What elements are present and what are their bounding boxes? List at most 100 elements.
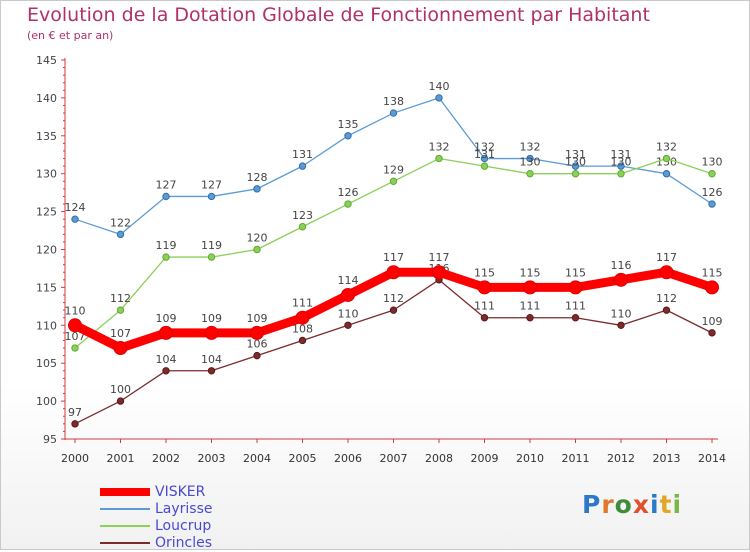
data-point-layrisse (71, 215, 79, 223)
logo-letter: o (614, 490, 633, 519)
data-label-orincles: 112 (383, 292, 404, 305)
data-label-layrisse: 132 (474, 141, 495, 154)
data-label-layrisse: 132 (520, 141, 541, 154)
data-label-layrisse: 131 (565, 148, 586, 161)
data-point-orincles (708, 329, 716, 337)
data-label-loucrup: 130 (520, 156, 541, 169)
y-tick-label: 145 (36, 54, 57, 67)
x-tick-label: 2005 (289, 452, 317, 465)
data-label-loucrup: 112 (110, 292, 131, 305)
data-label-layrisse: 135 (338, 118, 359, 131)
data-label-layrisse: 122 (110, 216, 131, 229)
x-tick-label: 2008 (425, 452, 453, 465)
data-label-orincles: 111 (474, 300, 495, 313)
x-tick-label: 2009 (471, 452, 499, 465)
data-point-loucrup (571, 170, 580, 178)
data-point-loucrup (708, 170, 716, 178)
data-point-orincles (71, 420, 79, 428)
data-point-orincles (253, 351, 261, 360)
data-label-loucrup: 126 (338, 186, 359, 199)
data-point-layrisse (162, 192, 170, 201)
data-point-loucrup (162, 253, 170, 261)
data-label-visker: 114 (338, 274, 359, 287)
data-label-loucrup: 132 (656, 141, 677, 154)
legend-label-layrisse: Layrisse (155, 501, 213, 517)
data-label-visker: 110 (65, 304, 86, 317)
data-label-visker: 117 (656, 251, 677, 264)
data-label-orincles: 106 (247, 338, 268, 351)
data-point-orincles (571, 314, 580, 322)
x-tick-label: 2001 (107, 452, 135, 465)
data-point-visker (159, 325, 173, 340)
data-label-visker: 117 (429, 251, 450, 264)
y-tick-label: 105 (36, 357, 57, 370)
data-point-loucrup (298, 223, 307, 231)
logo-letter: P (582, 490, 602, 519)
data-label-layrisse: 140 (429, 80, 450, 93)
proxiti-logo: Proxiti (582, 490, 682, 519)
data-point-orincles (662, 306, 671, 314)
data-point-loucrup (662, 154, 671, 163)
data-label-loucrup: 123 (292, 209, 313, 222)
x-tick-label: 2014 (698, 452, 726, 465)
data-point-orincles (298, 336, 307, 345)
data-point-loucrup (207, 253, 216, 261)
data-label-visker: 107 (110, 327, 131, 340)
y-tick-label: 140 (36, 92, 57, 105)
data-point-visker (250, 325, 264, 340)
x-tick-label: 2004 (243, 452, 271, 465)
data-point-loucrup (526, 170, 534, 178)
data-label-loucrup: 107 (65, 330, 86, 343)
legend-swatch-layrisse (100, 508, 150, 510)
data-label-loucrup: 130 (611, 156, 632, 169)
logo-letter: t (659, 490, 673, 519)
data-point-layrisse (389, 109, 398, 117)
data-point-visker (386, 265, 401, 280)
y-tick-label: 125 (36, 206, 57, 219)
data-label-orincles: 111 (565, 300, 586, 313)
legend-label-orincles: Orincles (155, 535, 213, 551)
data-point-visker (432, 265, 446, 280)
data-point-orincles (480, 314, 489, 322)
data-point-layrisse (617, 162, 625, 170)
data-point-layrisse (708, 200, 716, 208)
x-tick-label: 2002 (152, 452, 180, 465)
data-point-layrisse (435, 94, 443, 102)
data-label-layrisse: 127 (201, 178, 222, 191)
legend-swatch-loucrup (100, 525, 150, 527)
data-label-loucrup: 130 (565, 156, 586, 169)
data-label-layrisse: 131 (611, 148, 632, 161)
data-point-layrisse (298, 162, 307, 170)
data-label-loucrup: 130 (702, 156, 723, 169)
data-label-loucrup: 120 (247, 232, 268, 245)
x-tick-label: 2011 (562, 452, 590, 465)
data-label-layrisse: 124 (65, 201, 86, 214)
logo-letter: i (650, 490, 660, 519)
data-label-orincles: 108 (292, 322, 313, 335)
legend-swatch-visker (100, 488, 150, 496)
data-label-loucrup: 132 (429, 141, 450, 154)
data-label-visker: 116 (611, 259, 632, 272)
data-point-orincles (344, 321, 352, 329)
data-point-orincles (526, 314, 534, 322)
data-label-loucrup: 119 (201, 239, 222, 252)
data-point-visker (659, 265, 674, 280)
x-tick-label: 2010 (516, 452, 544, 465)
data-point-visker (523, 280, 537, 295)
logo-letter: i (672, 490, 683, 519)
data-point-orincles (162, 367, 170, 375)
data-label-visker: 109 (201, 312, 222, 325)
y-tick-label: 135 (36, 130, 57, 143)
data-label-layrisse: 138 (383, 95, 404, 108)
data-point-visker (68, 318, 82, 333)
data-point-visker (568, 280, 583, 295)
data-point-loucrup (344, 200, 352, 208)
data-label-visker: 109 (247, 312, 268, 325)
data-label-orincles: 100 (110, 383, 131, 396)
data-point-loucrup (116, 306, 125, 314)
data-point-visker (113, 341, 128, 356)
data-point-layrisse (207, 192, 216, 201)
data-label-orincles: 104 (201, 353, 222, 366)
logo-letter: x (632, 490, 650, 519)
